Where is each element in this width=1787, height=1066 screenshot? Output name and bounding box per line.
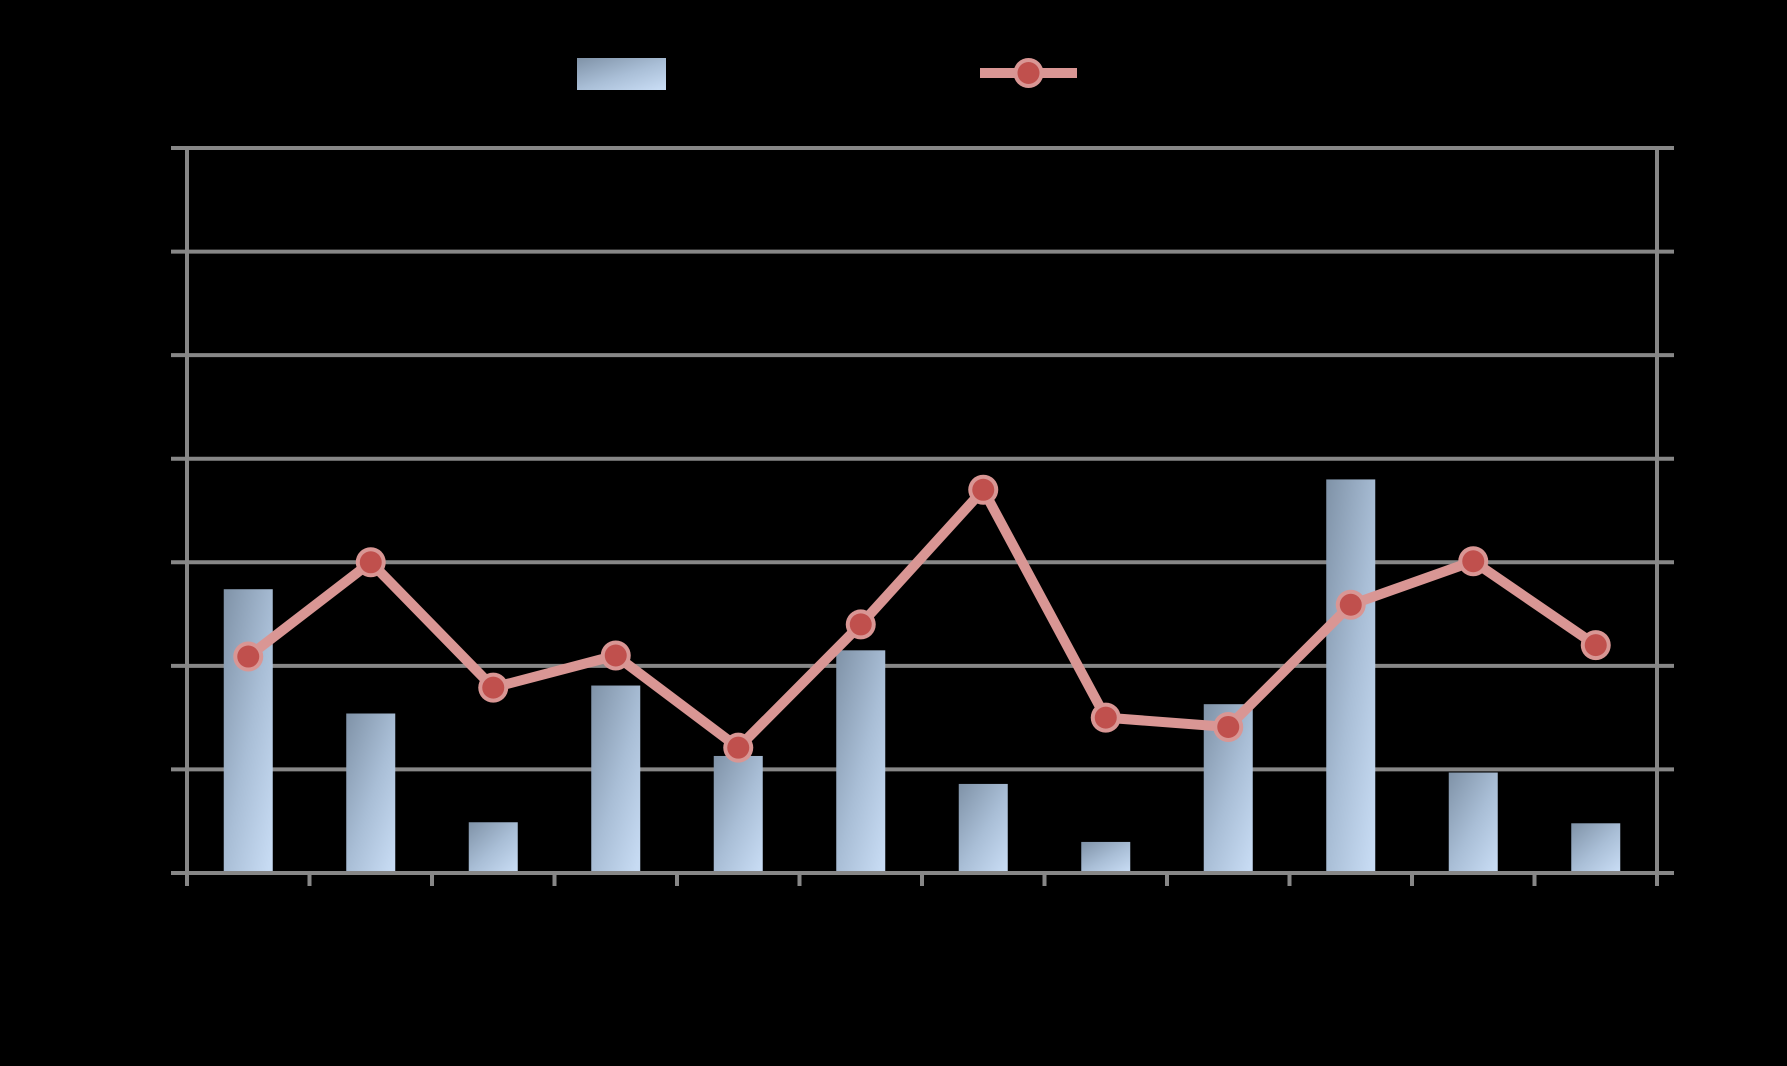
bar xyxy=(1448,772,1498,873)
bar xyxy=(958,783,1008,873)
data-point-marker xyxy=(1584,634,1607,657)
axis-layer xyxy=(171,146,1674,886)
bar xyxy=(346,713,396,873)
data-point-marker xyxy=(849,613,872,636)
line-series-path xyxy=(245,484,1599,753)
data-point-marker xyxy=(1094,706,1117,729)
data-point-marker xyxy=(972,478,995,501)
data-point-marker xyxy=(1339,593,1362,616)
data-point-marker xyxy=(237,645,260,668)
data-point-marker xyxy=(482,676,505,699)
data-point-marker xyxy=(1462,550,1485,573)
data-point-marker xyxy=(1217,715,1240,738)
legend-marker xyxy=(1017,62,1040,84)
data-point-marker xyxy=(727,736,750,759)
bar xyxy=(836,650,886,873)
bar xyxy=(713,755,763,873)
chart-legend xyxy=(577,58,1077,90)
data-point-marker xyxy=(604,644,627,667)
bar xyxy=(1326,479,1376,873)
bar xyxy=(1571,823,1621,873)
bar xyxy=(223,589,273,873)
legend-bar-swatch xyxy=(577,58,666,90)
bar-series-layer xyxy=(223,479,1621,873)
bar xyxy=(468,822,518,873)
bar xyxy=(591,685,641,873)
bar xyxy=(1081,841,1131,873)
line-series-layer xyxy=(233,474,1611,763)
data-point-marker xyxy=(359,551,382,574)
gridline-layer xyxy=(171,146,1674,875)
